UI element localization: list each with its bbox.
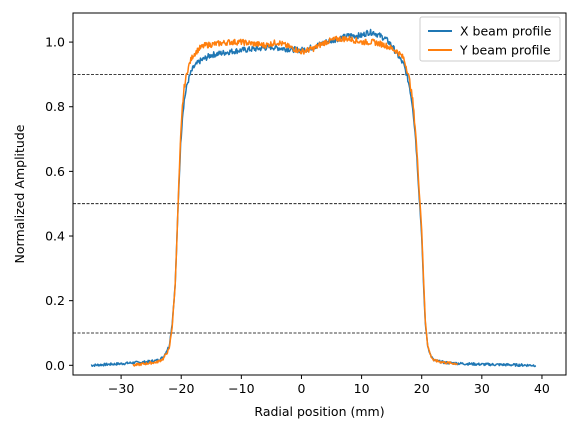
y-tick-label: 0.0 <box>45 358 65 373</box>
x-tick-label: 20 <box>414 381 430 396</box>
x-tick-label: 10 <box>354 381 370 396</box>
legend-label-y-beam: Y beam profile <box>459 43 551 58</box>
series-line-1 <box>132 35 458 367</box>
y-tick-label: 0.6 <box>45 164 65 179</box>
legend-label-x-beam: X beam profile <box>460 24 552 39</box>
plot-area <box>73 28 566 368</box>
y-tick-label: 0.2 <box>45 293 65 308</box>
y-tick-label: 0.4 <box>45 229 65 244</box>
x-tick-label: 30 <box>474 381 490 396</box>
x-tick-label: 0 <box>297 381 305 396</box>
x-tick-label: −10 <box>228 381 254 396</box>
axes: −30 −20 −10 0 10 20 30 40 0.0 0.2 0.4 0.6 0.8 1.0 <box>45 12 567 396</box>
x-tick-label: 40 <box>534 381 550 396</box>
y-axis-label: Normalized Amplitude <box>12 124 27 263</box>
axes-frame <box>72 12 567 376</box>
y-tick-label: 0.8 <box>45 99 65 114</box>
x-tick-label: −30 <box>108 381 134 396</box>
y-tick-label: 1.0 <box>45 35 65 50</box>
legend-box <box>419 16 561 62</box>
x-tick-label: −20 <box>168 381 194 396</box>
x-axis-label: Radial position (mm) <box>254 404 384 419</box>
series-line-0 <box>90 28 537 368</box>
legend: X beam profile Y beam profile <box>419 16 561 62</box>
